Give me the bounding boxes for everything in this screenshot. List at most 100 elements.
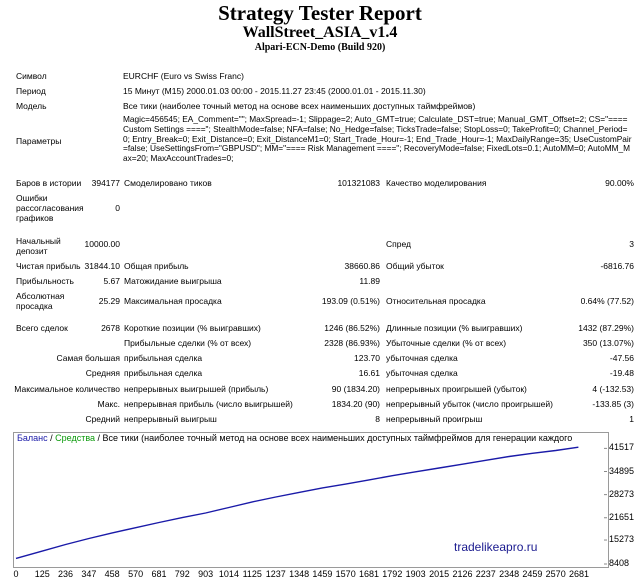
x-tick-label: 125 (34, 569, 50, 579)
pf-value: 5.67 (103, 276, 120, 286)
x-tick-label: 1681 (358, 569, 380, 579)
x-tick-label: 458 (104, 569, 120, 579)
reldd-value: 0.64% (77.52) (580, 296, 634, 306)
maxcons-losses-label: непрерывных проигрышей (убыток) (386, 384, 527, 394)
profit-trades-value: 2328 (86.93%) (324, 338, 380, 348)
maxdd-value: 193.09 (0.51%) (321, 296, 380, 306)
avgcons-label: Средний (85, 414, 120, 424)
symbol-value: EURCHF (Euro vs Swiss Franc) (123, 71, 244, 81)
netprofit-label: Чистая прибыль (16, 261, 81, 271)
model-label: Модель (16, 101, 47, 111)
period-label: Период (16, 86, 46, 96)
x-tick-label: 0 (13, 569, 19, 579)
maxcons-wins-value: 90 (1834.20) (331, 384, 380, 394)
x-tick-label: 236 (58, 569, 74, 579)
maxdd-label: Максимальная просадка (124, 296, 222, 306)
x-tick-label: 1237 (265, 569, 286, 579)
maxcons-profit-value: 1834.20 (90) (331, 399, 380, 409)
trades-value: 2678 (101, 323, 120, 333)
x-tick-label: 1792 (382, 569, 403, 579)
avgcons-losses-value: 1 (629, 414, 634, 424)
average-profit-label: прибыльная сделка (124, 368, 203, 378)
y-tick-label: 41517 (609, 442, 635, 453)
legend-equity: Средства (55, 433, 96, 443)
legend-separator: / (95, 433, 103, 443)
average-loss-value: -19.48 (609, 368, 634, 378)
watermark: tradelikeapro.ru (454, 540, 538, 554)
quality-label: Качество моделирования (386, 178, 487, 188)
y-tick-label: 15273 (609, 534, 635, 545)
x-tick-label: 570 (128, 569, 144, 579)
short-label: Короткие позиции (% выигравших) (124, 323, 261, 333)
quality-value: 90.00% (605, 178, 634, 188)
params-value: Magic=456545; EA_Comment=""; MaxSpread=-… (123, 114, 632, 164)
average-loss-label: убыточная сделка (386, 368, 458, 378)
maxcount-label: Максимальное количество (14, 384, 120, 394)
deposit-value: 10000.00 (84, 239, 120, 249)
x-tick-label: 1348 (289, 569, 310, 579)
y-tick-label: 21651 (609, 511, 635, 522)
expected-value: 11.89 (359, 276, 380, 286)
grossprofit-label: Общая прибыль (124, 261, 189, 271)
x-tick-label: 681 (151, 569, 167, 579)
maxcons-losses-value: 4 (-132.53) (592, 384, 634, 394)
largest-profit-value: 123.70 (354, 353, 380, 363)
params-label: Параметры (16, 136, 62, 146)
average-label: Средняя (85, 368, 120, 378)
maxcons-wins-label: непрерывных выигрышей (прибыль) (124, 384, 269, 394)
bars-value: 394177 (91, 178, 120, 188)
ticks-value: 101321083 (337, 178, 380, 188)
loss-trades-value: 350 (13.07%) (582, 338, 634, 348)
model-value: Все тики (наиболее точный метод на основ… (123, 101, 476, 111)
x-tick-label: 1570 (335, 569, 356, 579)
grossloss-value: -6816.76 (600, 261, 634, 271)
spread-value: 3 (629, 239, 634, 249)
largest-loss-label: убыточная сделка (386, 353, 458, 363)
pf-label: Прибыльность (16, 276, 74, 286)
avgcons-wins-value: 8 (375, 414, 380, 424)
trades-label: Всего сделок (16, 323, 68, 333)
average-profit-value: 16.61 (358, 368, 380, 378)
netprofit-value: 31844.10 (84, 261, 120, 271)
largest-loss-value: -47.56 (609, 353, 634, 363)
symbol-label: Символ (16, 71, 47, 81)
y-tick-label: 8408 (609, 558, 630, 568)
x-tick-label: 1903 (405, 569, 426, 579)
largest-label: Самая большая (56, 353, 120, 363)
x-tick-label: 1014 (218, 569, 239, 579)
x-tick-label: 903 (198, 569, 214, 579)
bars-label: Баров в истории (16, 178, 82, 188)
avgcons-losses-label: непрерывный проигрыш (386, 414, 483, 424)
x-tick-label: 1125 (242, 569, 262, 579)
x-tick-label: 2570 (545, 569, 566, 579)
errors-value: 0 (115, 203, 120, 213)
x-tick-label: 347 (81, 569, 97, 579)
ticks-label: Смоделировано тиков (124, 178, 212, 188)
deposit-label: Начальный депозит (16, 236, 61, 256)
spread-label: Спред (386, 239, 411, 249)
y-tick-label: 28273 (609, 488, 635, 499)
maxcons-loss-label: непрерывный убыток (число проигрышей) (386, 399, 553, 409)
balance-line (15, 446, 579, 560)
maxcons-profit-label: непрерывная прибыль (число выигрышей) (124, 399, 293, 409)
long-value: 1432 (87.29%) (578, 323, 634, 333)
x-tick-label: 2348 (499, 569, 520, 579)
errors-label: Ошибки рассогласования графиков (16, 193, 84, 223)
loss-trades-label: Убыточные сделки (% от всех) (386, 338, 507, 348)
avgcons-wins-label: непрерывный выигрыш (124, 414, 217, 424)
profit-trades-label: Прибыльные сделки (% от всех) (124, 338, 252, 348)
x-tick-label: 2237 (475, 569, 496, 579)
period-value: 15 Минут (M15) 2000.01.03 00:00 - 2015.1… (123, 86, 426, 96)
maximal-label: Макс. (97, 399, 120, 409)
x-tick-label: 2126 (452, 569, 473, 579)
reldd-label: Относительная просадка (386, 296, 486, 306)
grossprofit-value: 38660.86 (344, 261, 380, 271)
largest-profit-label: прибыльная сделка (124, 353, 203, 363)
y-tick-label: 34895 (609, 465, 635, 476)
expert-name: WallStreet_ASIA_v1.4 (242, 24, 398, 41)
chart-legend: Баланс / Средства / Все тики (наиболее т… (17, 433, 572, 443)
maxcons-loss-value: -133.85 (3) (592, 399, 634, 409)
long-label: Длинные позиции (% выигравших) (386, 323, 523, 333)
absdd-label: Абсолютная просадка (16, 291, 65, 311)
